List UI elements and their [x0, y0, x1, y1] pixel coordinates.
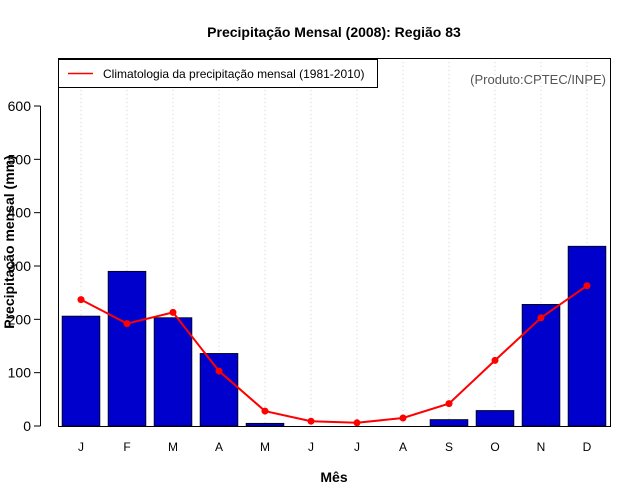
climatology-point [353, 419, 361, 427]
x-axis-title: Mês [320, 469, 347, 485]
annotation-text: (Produto:CPTEC/INPE) [470, 72, 606, 87]
x-tick-label: J [354, 440, 360, 454]
climatology-line [80, 284, 588, 424]
bar-series [61, 245, 607, 427]
y-tick-label: 100 [8, 365, 32, 381]
legend: Climatologia da precipitação mensal (198… [58, 59, 378, 88]
x-tick-label: A [215, 440, 223, 454]
bar [429, 419, 469, 427]
legend-label: Climatologia da precipitação mensal (198… [103, 67, 364, 81]
x-tick-label: O [490, 440, 499, 454]
climatology-point [77, 296, 85, 304]
bar [199, 353, 239, 427]
plot-frame [58, 58, 611, 427]
x-tick-label: J [78, 440, 84, 454]
climatology-point [537, 314, 545, 322]
grid-lines [80, 58, 588, 426]
bar [521, 303, 561, 427]
x-tick-label: D [583, 440, 592, 454]
y-tick-label: 600 [8, 98, 32, 114]
climatology-point [445, 400, 453, 408]
y-tick-label: 0 [23, 418, 31, 434]
climatology-point [583, 282, 591, 290]
chart-title: Precipitação Mensal (2008): Região 83 [207, 24, 461, 40]
climatology-point [491, 356, 499, 364]
climatology-point [215, 367, 223, 375]
y-tick-label: 400 [8, 205, 32, 221]
y-tick-label: 500 [8, 151, 32, 167]
bar [61, 315, 101, 427]
x-tick-label: J [308, 440, 314, 454]
climatology-series [77, 282, 591, 427]
bar [107, 270, 147, 427]
climatology-point [123, 320, 131, 328]
climatology-point [169, 308, 177, 316]
climatology-point [399, 414, 407, 422]
legend-box [58, 59, 378, 88]
y-tick-label: 200 [8, 311, 32, 327]
climatology-point [261, 407, 269, 415]
bar [475, 410, 515, 427]
climatology-point [307, 417, 315, 425]
bar [245, 422, 285, 427]
x-tick-label: M [168, 440, 178, 454]
x-tick-label: N [537, 440, 546, 454]
y-axis-title: Precipitação mensal (mm) [1, 155, 17, 329]
x-tick-label: M [260, 440, 270, 454]
y-tick-label: 300 [8, 258, 32, 274]
x-tick-label: F [123, 440, 130, 454]
bar [153, 317, 193, 427]
x-tick-label: A [399, 440, 407, 454]
x-tick-label: S [445, 440, 453, 454]
y-axis: 0 100 200 300 400 500 600 [8, 98, 41, 434]
bar [567, 245, 607, 427]
